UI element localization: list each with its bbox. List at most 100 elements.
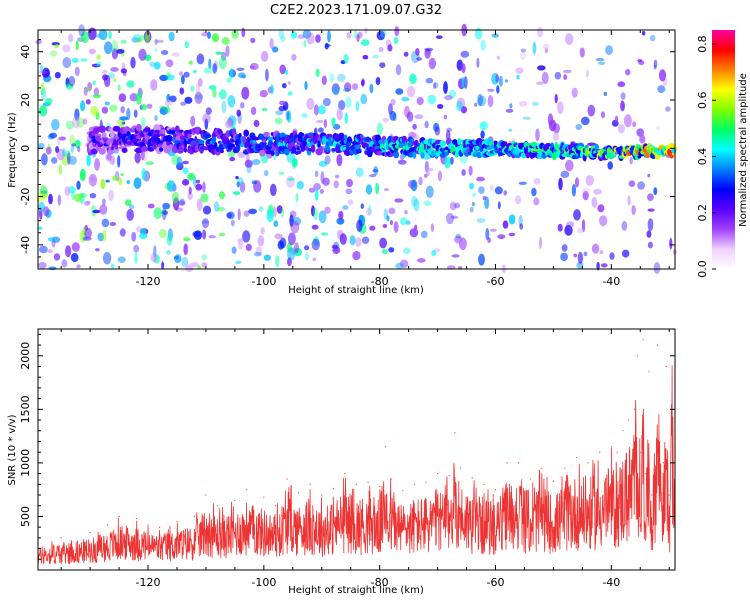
spectrogram-speckle: [126, 107, 131, 121]
spectrogram-speckle: [39, 105, 48, 117]
spectrogram-speckle: [202, 205, 212, 215]
spectrogram-speckle: [258, 206, 264, 212]
spectrogram-speckle: [237, 208, 241, 221]
spectrogram-speckle: [257, 235, 265, 247]
snr-peak-point: [298, 492, 300, 494]
snr-peak-point: [193, 515, 195, 518]
spectrogram-speckle: [285, 69, 289, 76]
spectrogram-speckle: [317, 105, 326, 115]
spectrogram-speckle: [582, 188, 590, 193]
spectrogram-ridge-cell: [326, 133, 333, 138]
spectrogram-speckle: [369, 83, 374, 94]
spectrogram-speckle: [139, 233, 148, 239]
spectrogram-speckle: [476, 176, 485, 182]
spectrogram-speckle: [565, 159, 574, 172]
spectrogram-speckle: [598, 61, 606, 65]
spectrogram-speckle: [336, 108, 343, 121]
spectrogram-speckle: [108, 189, 114, 202]
spectrogram-speckle: [251, 159, 261, 165]
spectrogram-speckle: [166, 180, 176, 192]
spectrogram-ridge-cell: [95, 135, 101, 142]
spectrogram-speckle: [161, 208, 167, 220]
spectrogram-speckle: [400, 217, 408, 226]
spectrogram-speckle: [480, 39, 486, 51]
spectrogram-speckle: [418, 176, 423, 186]
spectrogram-speckle: [321, 232, 328, 236]
spectrogram-speckle: [336, 217, 345, 225]
spectrogram-speckle: [375, 182, 379, 195]
spectrogram-ridge-cell: [296, 150, 302, 155]
spectrogram-speckle: [496, 55, 501, 60]
spectrogram-speckle: [479, 121, 488, 131]
y-tick-label: 1500: [19, 395, 32, 423]
spectrogram-speckle: [117, 256, 126, 264]
spectrogram-speckle: [145, 53, 150, 59]
snr-panel: -120 -100 -80 -60 -40 500 1000 1500 2000 Height …: [7, 328, 676, 596]
x-tick-label: -40: [602, 576, 620, 589]
spectrogram-speckle: [311, 238, 320, 251]
spectrogram-speckle: [563, 69, 572, 74]
spectrogram-speckle: [533, 178, 541, 185]
snr-peak-point: [541, 467, 543, 469]
spectrogram-speckle: [217, 207, 226, 212]
spectrogram-speckle: [72, 116, 80, 129]
spectrogram-speckle: [518, 181, 527, 185]
spectrogram-speckle: [632, 121, 637, 128]
snr-peak-point: [367, 481, 369, 483]
spectrogram-speckle: [158, 228, 167, 239]
spectrogram-speckle: [431, 250, 437, 257]
spectrogram-speckle: [187, 192, 193, 200]
spectrogram-speckle: [438, 170, 442, 182]
spectrogram-speckle: [183, 243, 188, 255]
spectrogram-speckle: [179, 87, 185, 95]
spectrogram-speckle: [147, 203, 155, 209]
spectrogram-speckle: [669, 237, 673, 250]
spectrogram-speckle: [314, 188, 319, 201]
spectrogram-speckle: [324, 155, 331, 165]
spectrogram-speckle: [665, 106, 671, 112]
spectrogram-speckle: [178, 200, 186, 206]
snr-peak-point: [610, 446, 612, 448]
spectrogram-ridge-cell: [163, 145, 171, 154]
spectrogram-speckle: [329, 73, 335, 82]
spectrogram-speckle: [343, 53, 349, 64]
spectrogram-speckle: [306, 97, 315, 110]
spectrogram-speckle: [344, 112, 348, 124]
spectrogram-speckle: [109, 222, 117, 226]
spectrogram-ridge-cell: [343, 134, 348, 140]
spectrogram-speckle: [201, 220, 210, 224]
spectrogram-speckle: [557, 223, 563, 232]
y-tick-label: 20: [19, 93, 32, 107]
snr-peak-point: [216, 505, 219, 507]
spectrogram-speckle: [221, 51, 227, 61]
spectrogram-speckle: [349, 235, 356, 246]
spectrogram-speckle: [208, 85, 217, 90]
spectrogram-speckle: [272, 46, 279, 53]
spectrogram-speckle: [101, 218, 110, 228]
spectrogram-speckle: [118, 93, 127, 102]
snr-peak-point: [564, 467, 566, 469]
spectrogram-speckle: [250, 106, 257, 116]
spectrogram-speckle: [469, 182, 474, 190]
spectrogram-speckle: [269, 183, 277, 196]
spectrogram-speckle: [515, 67, 524, 74]
spectrogram-ridge-cell: [98, 125, 107, 133]
spectrogram-speckle: [658, 69, 667, 82]
spectrogram-speckle: [203, 67, 213, 74]
spectrogram-speckle: [504, 79, 509, 83]
spectrogram-speckle: [76, 180, 81, 190]
colorbar-label: Normalized spectral amplitude: [738, 73, 749, 227]
spectrogram-speckle: [263, 254, 271, 261]
snr-peak-point: [651, 494, 653, 496]
spectrogram-speckle: [42, 69, 50, 78]
spectrogram-speckle: [294, 242, 300, 254]
spectrogram-speckle: [399, 259, 409, 268]
spectrogram-speckle: [508, 128, 513, 132]
spectrogram-ridge-cell: [107, 149, 114, 155]
spectrogram-speckle: [519, 223, 524, 230]
spectrogram-ridge-cell: [114, 145, 119, 150]
spectrogram-speckle: [184, 96, 193, 104]
spectrogram-speckle: [134, 151, 141, 164]
spectrogram-speckle: [183, 237, 191, 242]
figure-title: C2E2.2023.171.09.07.G32: [270, 3, 442, 18]
